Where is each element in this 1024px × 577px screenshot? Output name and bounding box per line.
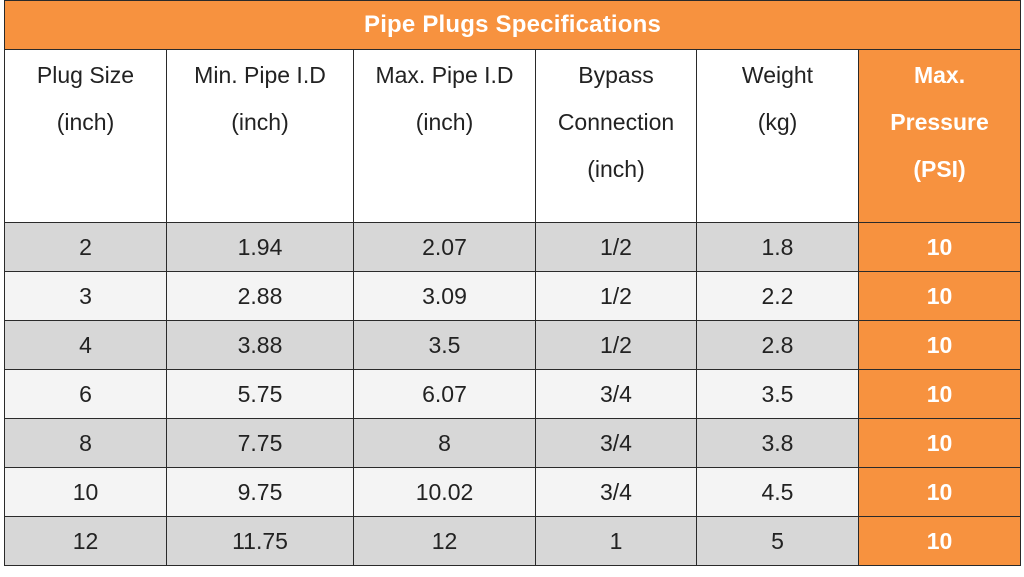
spec-table-container: Pipe Plugs Specifications Plug Size (inc… (3, 0, 1022, 566)
header-unit: (inch) (587, 156, 645, 182)
header-label: Connection (557, 109, 675, 135)
cell-min-pipe-id: 7.75 (166, 418, 354, 468)
header-label: Min. Pipe I.D (194, 62, 326, 88)
cell-max-pressure: 10 (857, 467, 1022, 517)
cell-min-pipe-id: 1.94 (166, 222, 354, 272)
header-label: Max. Pipe I.D (375, 62, 514, 88)
table-row: 12 11.75 12 1 5 10 (4, 516, 1022, 566)
header-unit: (kg) (757, 109, 798, 135)
cell-bypass-connection: 1/2 (535, 222, 697, 272)
cell-min-pipe-id: 3.88 (166, 320, 354, 370)
cell-plug-size: 3 (4, 271, 167, 321)
cell-min-pipe-id: 11.75 (166, 516, 354, 566)
cell-weight: 2.2 (696, 271, 859, 321)
header-plug-size: Plug Size (inch) (4, 49, 167, 223)
cell-max-pressure: 10 (857, 516, 1022, 566)
cell-max-pressure: 10 (857, 418, 1022, 468)
cell-plug-size: 2 (4, 222, 167, 272)
table-row: 10 9.75 10.02 3/4 4.5 10 (4, 467, 1022, 517)
cell-bypass-connection: 1/2 (535, 271, 697, 321)
cell-plug-size: 4 (4, 320, 167, 370)
table-row: 3 2.88 3.09 1/2 2.2 10 (4, 271, 1022, 321)
header-max-pressure: Max. Pressure (PSI) (857, 49, 1022, 223)
cell-weight: 1.8 (696, 222, 859, 272)
header-unit: (inch) (56, 109, 115, 135)
cell-max-pipe-id: 12 (353, 516, 536, 566)
cell-plug-size: 8 (4, 418, 167, 468)
cell-plug-size: 6 (4, 369, 167, 419)
cell-max-pressure: 10 (857, 320, 1022, 370)
cell-max-pressure: 10 (857, 271, 1022, 321)
header-unit: (inch) (231, 109, 289, 135)
cell-bypass-connection: 3/4 (535, 467, 697, 517)
cell-plug-size: 12 (4, 516, 167, 566)
cell-weight: 2.8 (696, 320, 859, 370)
header-unit: (PSI) (913, 156, 966, 182)
cell-max-pipe-id: 10.02 (353, 467, 536, 517)
header-unit: (inch) (415, 109, 474, 135)
title-row: Pipe Plugs Specifications (3, 0, 1022, 50)
header-min-pipe-id: Min. Pipe I.D (inch) (166, 49, 354, 223)
cell-min-pipe-id: 2.88 (166, 271, 354, 321)
table-row: 4 3.88 3.5 1/2 2.8 10 (4, 320, 1022, 370)
header-weight: Weight (kg) (696, 49, 859, 223)
table-row: 2 1.94 2.07 1/2 1.8 10 (4, 222, 1022, 272)
cell-max-pressure: 10 (857, 369, 1022, 419)
header-max-pipe-id: Max. Pipe I.D (inch) (353, 49, 536, 223)
cell-weight: 5 (696, 516, 859, 566)
table-title: Pipe Plugs Specifications (3, 0, 1022, 50)
header-label: Bypass (578, 62, 654, 88)
header-label: Max. (913, 62, 966, 88)
header-row: Plug Size (inch) Min. Pipe I.D (inch) Ma… (4, 49, 1022, 223)
header-label: Plug Size (36, 62, 135, 88)
cell-max-pressure: 10 (857, 222, 1022, 272)
cell-bypass-connection: 3/4 (535, 418, 697, 468)
cell-min-pipe-id: 9.75 (166, 467, 354, 517)
header-label: Pressure (890, 109, 989, 135)
cell-max-pipe-id: 3.09 (353, 271, 536, 321)
specifications-table: Pipe Plugs Specifications Plug Size (inc… (3, 0, 1022, 566)
cell-max-pipe-id: 6.07 (353, 369, 536, 419)
cell-weight: 3.8 (696, 418, 859, 468)
cell-max-pipe-id: 3.5 (353, 320, 536, 370)
header-bypass-connection: Bypass Connection (inch) (535, 49, 697, 223)
cell-weight: 3.5 (696, 369, 859, 419)
cell-max-pipe-id: 2.07 (353, 222, 536, 272)
cell-max-pipe-id: 8 (353, 418, 536, 468)
cell-weight: 4.5 (696, 467, 859, 517)
header-label: Weight (741, 62, 814, 88)
cell-min-pipe-id: 5.75 (166, 369, 354, 419)
cell-plug-size: 10 (4, 467, 167, 517)
table-row: 6 5.75 6.07 3/4 3.5 10 (4, 369, 1022, 419)
table-row: 8 7.75 8 3/4 3.8 10 (4, 418, 1022, 468)
cell-bypass-connection: 1 (535, 516, 697, 566)
cell-bypass-connection: 3/4 (535, 369, 697, 419)
cell-bypass-connection: 1/2 (535, 320, 697, 370)
